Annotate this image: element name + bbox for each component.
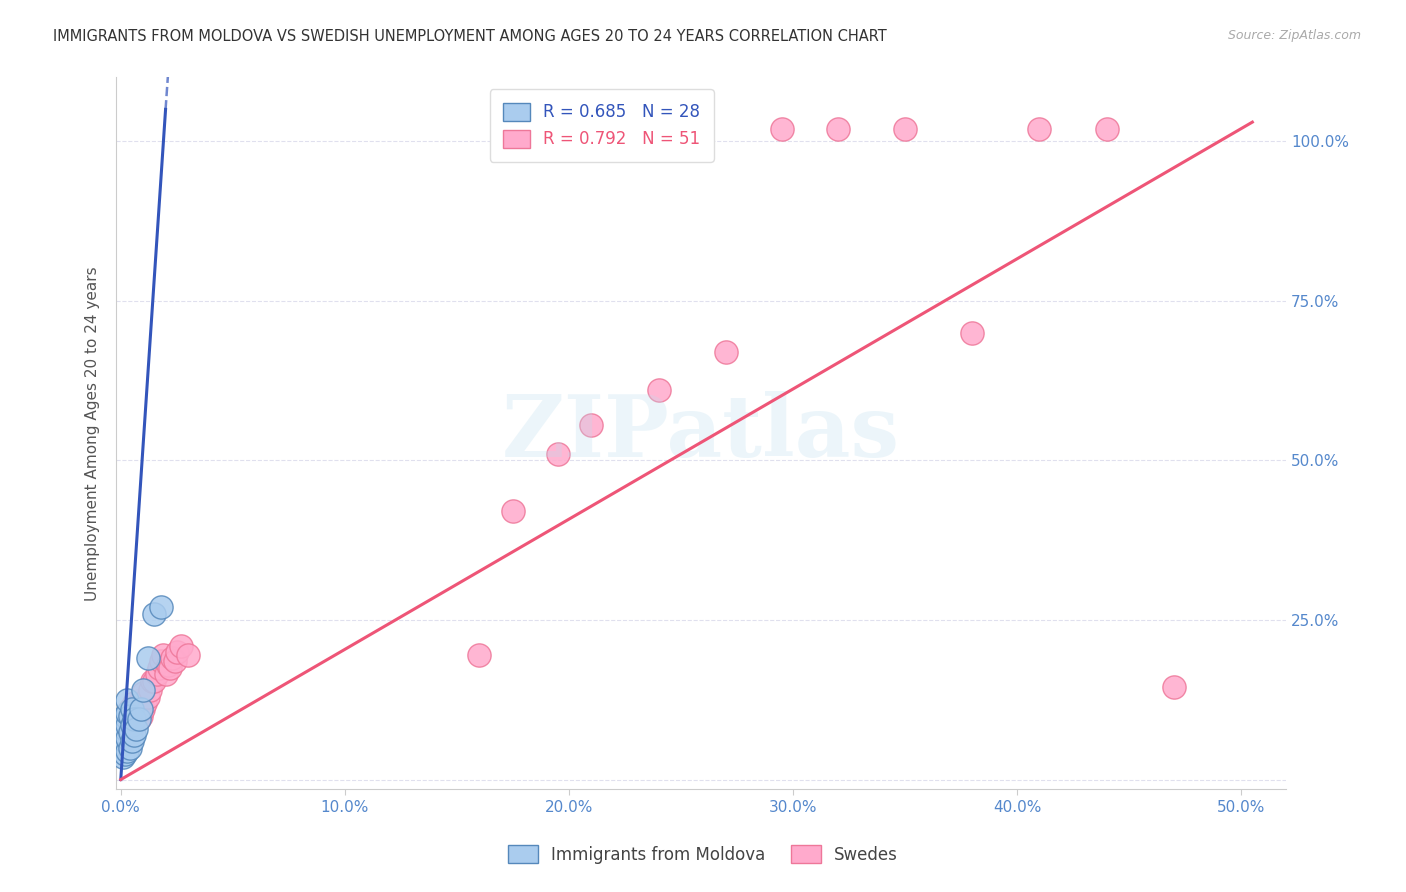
Point <box>118 708 141 723</box>
Point <box>118 715 141 730</box>
Point <box>114 722 136 736</box>
Point <box>118 724 141 739</box>
Point <box>114 731 136 745</box>
Point <box>145 667 167 681</box>
Point <box>122 728 145 742</box>
Point <box>150 655 173 669</box>
Legend: Immigrants from Moldova, Swedes: Immigrants from Moldova, Swedes <box>502 838 904 871</box>
Text: IMMIGRANTS FROM MOLDOVA VS SWEDISH UNEMPLOYMENT AMONG AGES 20 TO 24 YEARS CORREL: IMMIGRANTS FROM MOLDOVA VS SWEDISH UNEMP… <box>53 29 887 44</box>
Point <box>121 718 143 732</box>
Point <box>162 651 184 665</box>
Point <box>177 648 200 662</box>
Point <box>125 702 148 716</box>
Point <box>962 326 984 340</box>
Point <box>166 645 188 659</box>
Point <box>139 683 162 698</box>
Point <box>118 740 141 755</box>
Point <box>170 639 193 653</box>
Point <box>502 504 524 518</box>
Point <box>1163 680 1185 694</box>
Point <box>647 383 669 397</box>
Point <box>122 696 145 710</box>
Point <box>132 702 155 716</box>
Point <box>114 708 136 723</box>
Point <box>121 722 143 736</box>
Point <box>117 728 139 742</box>
Point <box>143 673 166 688</box>
Point <box>129 708 152 723</box>
Point <box>134 696 156 710</box>
Point <box>156 657 179 672</box>
Point <box>111 750 134 764</box>
Y-axis label: Unemployment Among Ages 20 to 24 years: Unemployment Among Ages 20 to 24 years <box>86 266 100 600</box>
Point <box>152 648 174 662</box>
Point <box>547 447 569 461</box>
Point <box>894 121 917 136</box>
Point <box>150 600 173 615</box>
Point <box>136 651 159 665</box>
Point <box>128 699 150 714</box>
Point <box>128 712 150 726</box>
Point <box>118 702 141 716</box>
Point <box>117 731 139 745</box>
Point <box>128 712 150 726</box>
Point <box>136 690 159 704</box>
Point <box>827 121 849 136</box>
Point <box>117 718 139 732</box>
Point <box>129 693 152 707</box>
Point <box>111 734 134 748</box>
Point <box>117 706 139 720</box>
Point <box>117 715 139 730</box>
Point <box>155 667 177 681</box>
Point <box>581 418 603 433</box>
Point <box>141 673 163 688</box>
Point <box>714 345 737 359</box>
Point <box>163 655 186 669</box>
Point <box>122 718 145 732</box>
Point <box>132 683 155 698</box>
Point <box>114 734 136 748</box>
Point <box>125 722 148 736</box>
Point <box>117 744 139 758</box>
Legend: R = 0.685   N = 28, R = 0.792   N = 51: R = 0.685 N = 28, R = 0.792 N = 51 <box>489 89 714 161</box>
Point <box>122 712 145 726</box>
Point <box>143 607 166 621</box>
Point <box>129 702 152 716</box>
Point <box>468 648 491 662</box>
Point <box>1028 121 1050 136</box>
Point <box>148 661 170 675</box>
Point <box>125 715 148 730</box>
Point <box>114 747 136 761</box>
Point <box>117 693 139 707</box>
Point <box>121 702 143 716</box>
Point <box>770 121 793 136</box>
Point <box>132 686 155 700</box>
Point <box>111 712 134 726</box>
Point <box>121 708 143 723</box>
Point <box>114 722 136 736</box>
Point <box>159 661 181 675</box>
Point <box>122 708 145 723</box>
Text: ZIPatlas: ZIPatlas <box>502 392 900 475</box>
Point <box>111 724 134 739</box>
Text: Source: ZipAtlas.com: Source: ZipAtlas.com <box>1227 29 1361 42</box>
Point <box>1095 121 1118 136</box>
Point <box>121 734 143 748</box>
Point <box>111 738 134 752</box>
Point <box>118 724 141 739</box>
